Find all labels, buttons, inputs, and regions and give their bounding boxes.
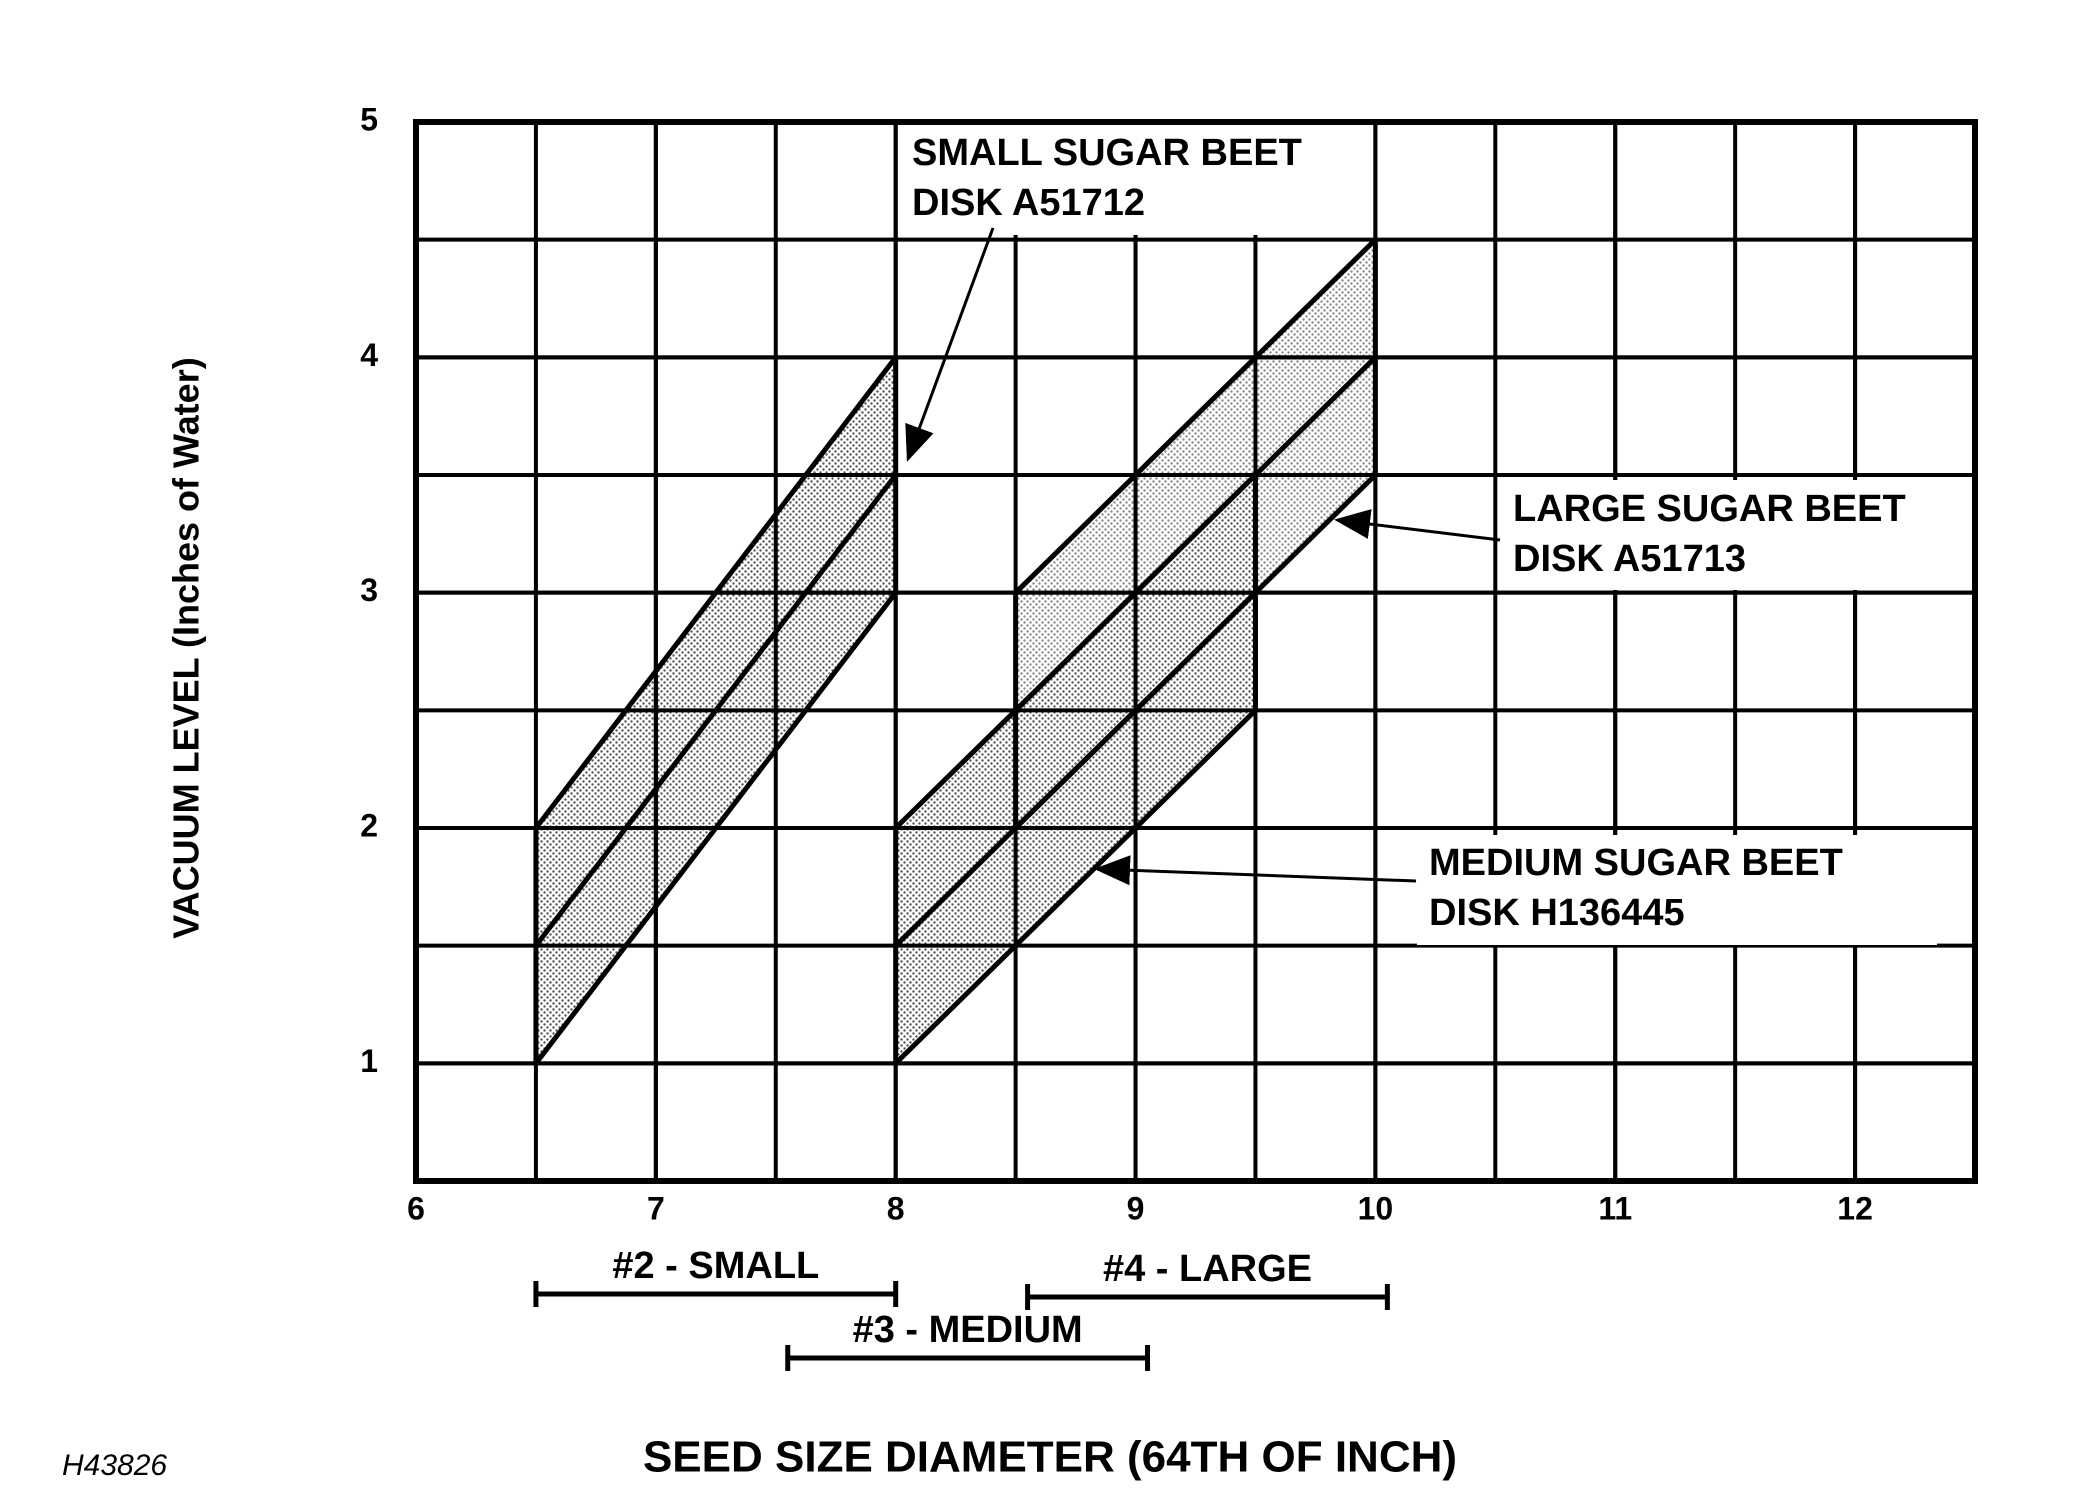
annotation-arrow [1094,855,1417,886]
x-tick-label: 7 [647,1190,665,1226]
label-background [900,125,1360,235]
y-tick-label: 1 [360,1043,378,1079]
annotation: DISK A51712 [912,182,1145,224]
annotation-arrow [905,227,995,462]
y-axis-label: VACUUM LEVEL (Inches of Water) [166,357,207,938]
y-tick-label: 3 [360,572,378,608]
band-line [533,591,898,1065]
y-tick-label: 4 [360,337,378,373]
x-tick-label: 11 [1598,1190,1632,1226]
x-tick-label: 8 [887,1190,905,1226]
band-line [893,708,1258,1066]
label-background [1417,835,1937,945]
annotation: DISK A51713 [1513,538,1746,580]
band-line [1013,473,1378,830]
band-line [533,473,898,948]
x-tick-label: 10 [1358,1190,1394,1226]
x-tick-label: 12 [1837,1190,1873,1226]
annotation: MEDIUM SUGAR BEET [1429,842,1843,884]
x-tick-label: 6 [407,1190,425,1226]
figure-id: H43826 [62,1449,167,1482]
label-background [1500,480,1970,590]
band-line [1013,237,1378,595]
x-tick-label: 9 [1127,1190,1145,1226]
band-line [1013,355,1378,713]
annotation-arrow [1334,509,1501,542]
range-label: #4 - LARGE [1103,1248,1312,1290]
y-tick-label: 2 [360,807,378,843]
range-label: #3 - MEDIUM [853,1309,1083,1351]
annotation: SMALL SUGAR BEET [912,132,1302,174]
x-axis-label: SEED SIZE DIAMETER (64TH OF INCH) [643,1433,1457,1482]
annotation: LARGE SUGAR BEET [1513,488,1906,530]
annotation: DISK H136445 [1429,892,1685,934]
range-label: #2 - SMALL [612,1245,819,1287]
band-line [533,355,898,830]
y-tick-label: 5 [360,101,378,137]
